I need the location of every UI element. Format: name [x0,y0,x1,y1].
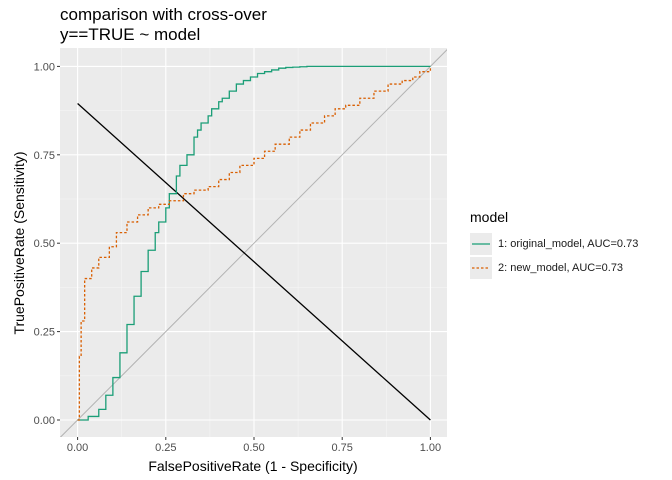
diagonal-reference-line [60,49,447,437]
y-axis: 0.00 0.25 0.50 0.75 1.00 [34,61,60,427]
y-tick-label: 0.00 [34,415,55,427]
legend-label-original-model: 1: original_model, AUC=0.73 [498,238,639,250]
chart-title: comparison with cross-over [60,5,267,24]
y-tick-label: 1.00 [34,61,55,73]
legend-key-original-model [470,233,492,255]
legend-key-new-model [470,257,492,279]
cross-over-line [77,103,431,421]
series-line-original-model [77,65,431,421]
reference-lines [60,49,447,437]
legend-item-original-model: 1: original_model, AUC=0.73 [470,232,638,256]
grid-major [60,48,447,437]
series-lines [77,65,432,421]
y-tick-label: 0.25 [34,327,55,339]
y-tick-label: 0.50 [34,238,55,250]
legend-item-new-model: 2: new_model, AUC=0.73 [470,256,638,280]
x-tick-label: 0.00 [67,442,88,454]
x-axis: 0.00 0.25 0.50 0.75 1.00 [67,437,441,454]
series-line-new-model [77,66,432,421]
legend-label-new-model: 2: new_model, AUC=0.73 [498,262,624,274]
x-axis-label: FalsePositiveRate (1 - Specificity) [148,458,357,474]
x-tick-label: 1.00 [420,442,441,454]
legend-title: model [470,209,509,225]
y-tick-label: 0.75 [34,150,55,162]
chart-subtitle: y==TRUE ~ model [60,25,201,44]
x-tick-label: 0.75 [331,442,352,454]
legend: model 1: original_model, AUC=0.73 2: new… [470,208,638,280]
x-tick-label: 0.50 [243,442,264,454]
y-axis-label: TruePositiveRate (Sensitivity) [11,151,27,334]
x-tick-label: 0.25 [155,442,176,454]
